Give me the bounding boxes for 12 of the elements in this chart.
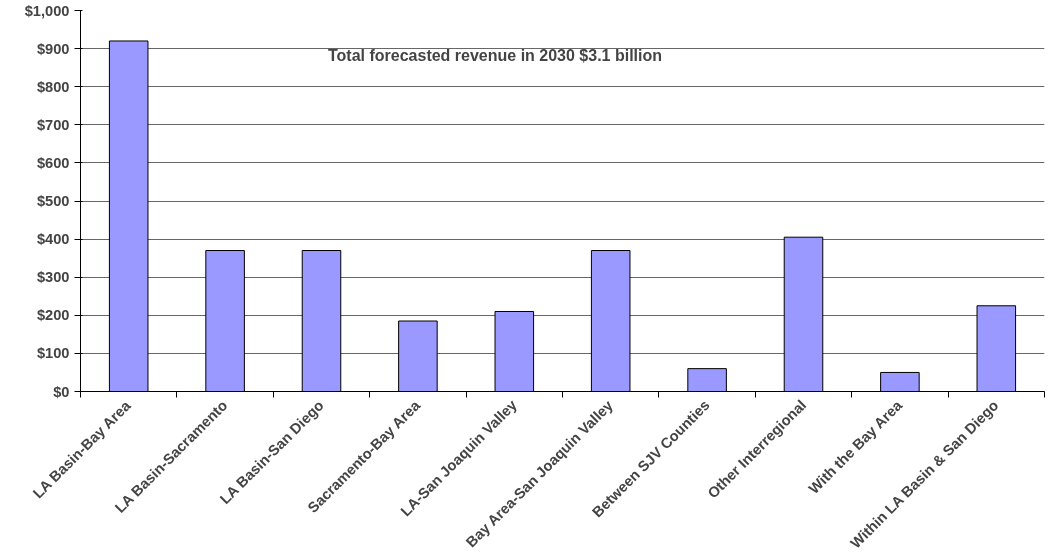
y-tick-label: $500 [36, 193, 70, 209]
y-tick-label: $400 [36, 231, 70, 248]
y-tick-label: $0 [53, 383, 70, 400]
y-tick-label: $200 [36, 307, 70, 324]
y-tick-label: $1,000 [24, 2, 70, 19]
y-tick-label: $800 [36, 78, 70, 95]
y-tick-label: $600 [36, 154, 70, 171]
annotation: Total forecasted revenue in 2030 $3.1 billion [328, 46, 663, 64]
y-tick-label: $300 [36, 269, 70, 286]
y-tick-label: $700 [36, 116, 70, 133]
y-tick-label: $900 [36, 40, 70, 57]
y-tick-label: $100 [36, 345, 70, 362]
